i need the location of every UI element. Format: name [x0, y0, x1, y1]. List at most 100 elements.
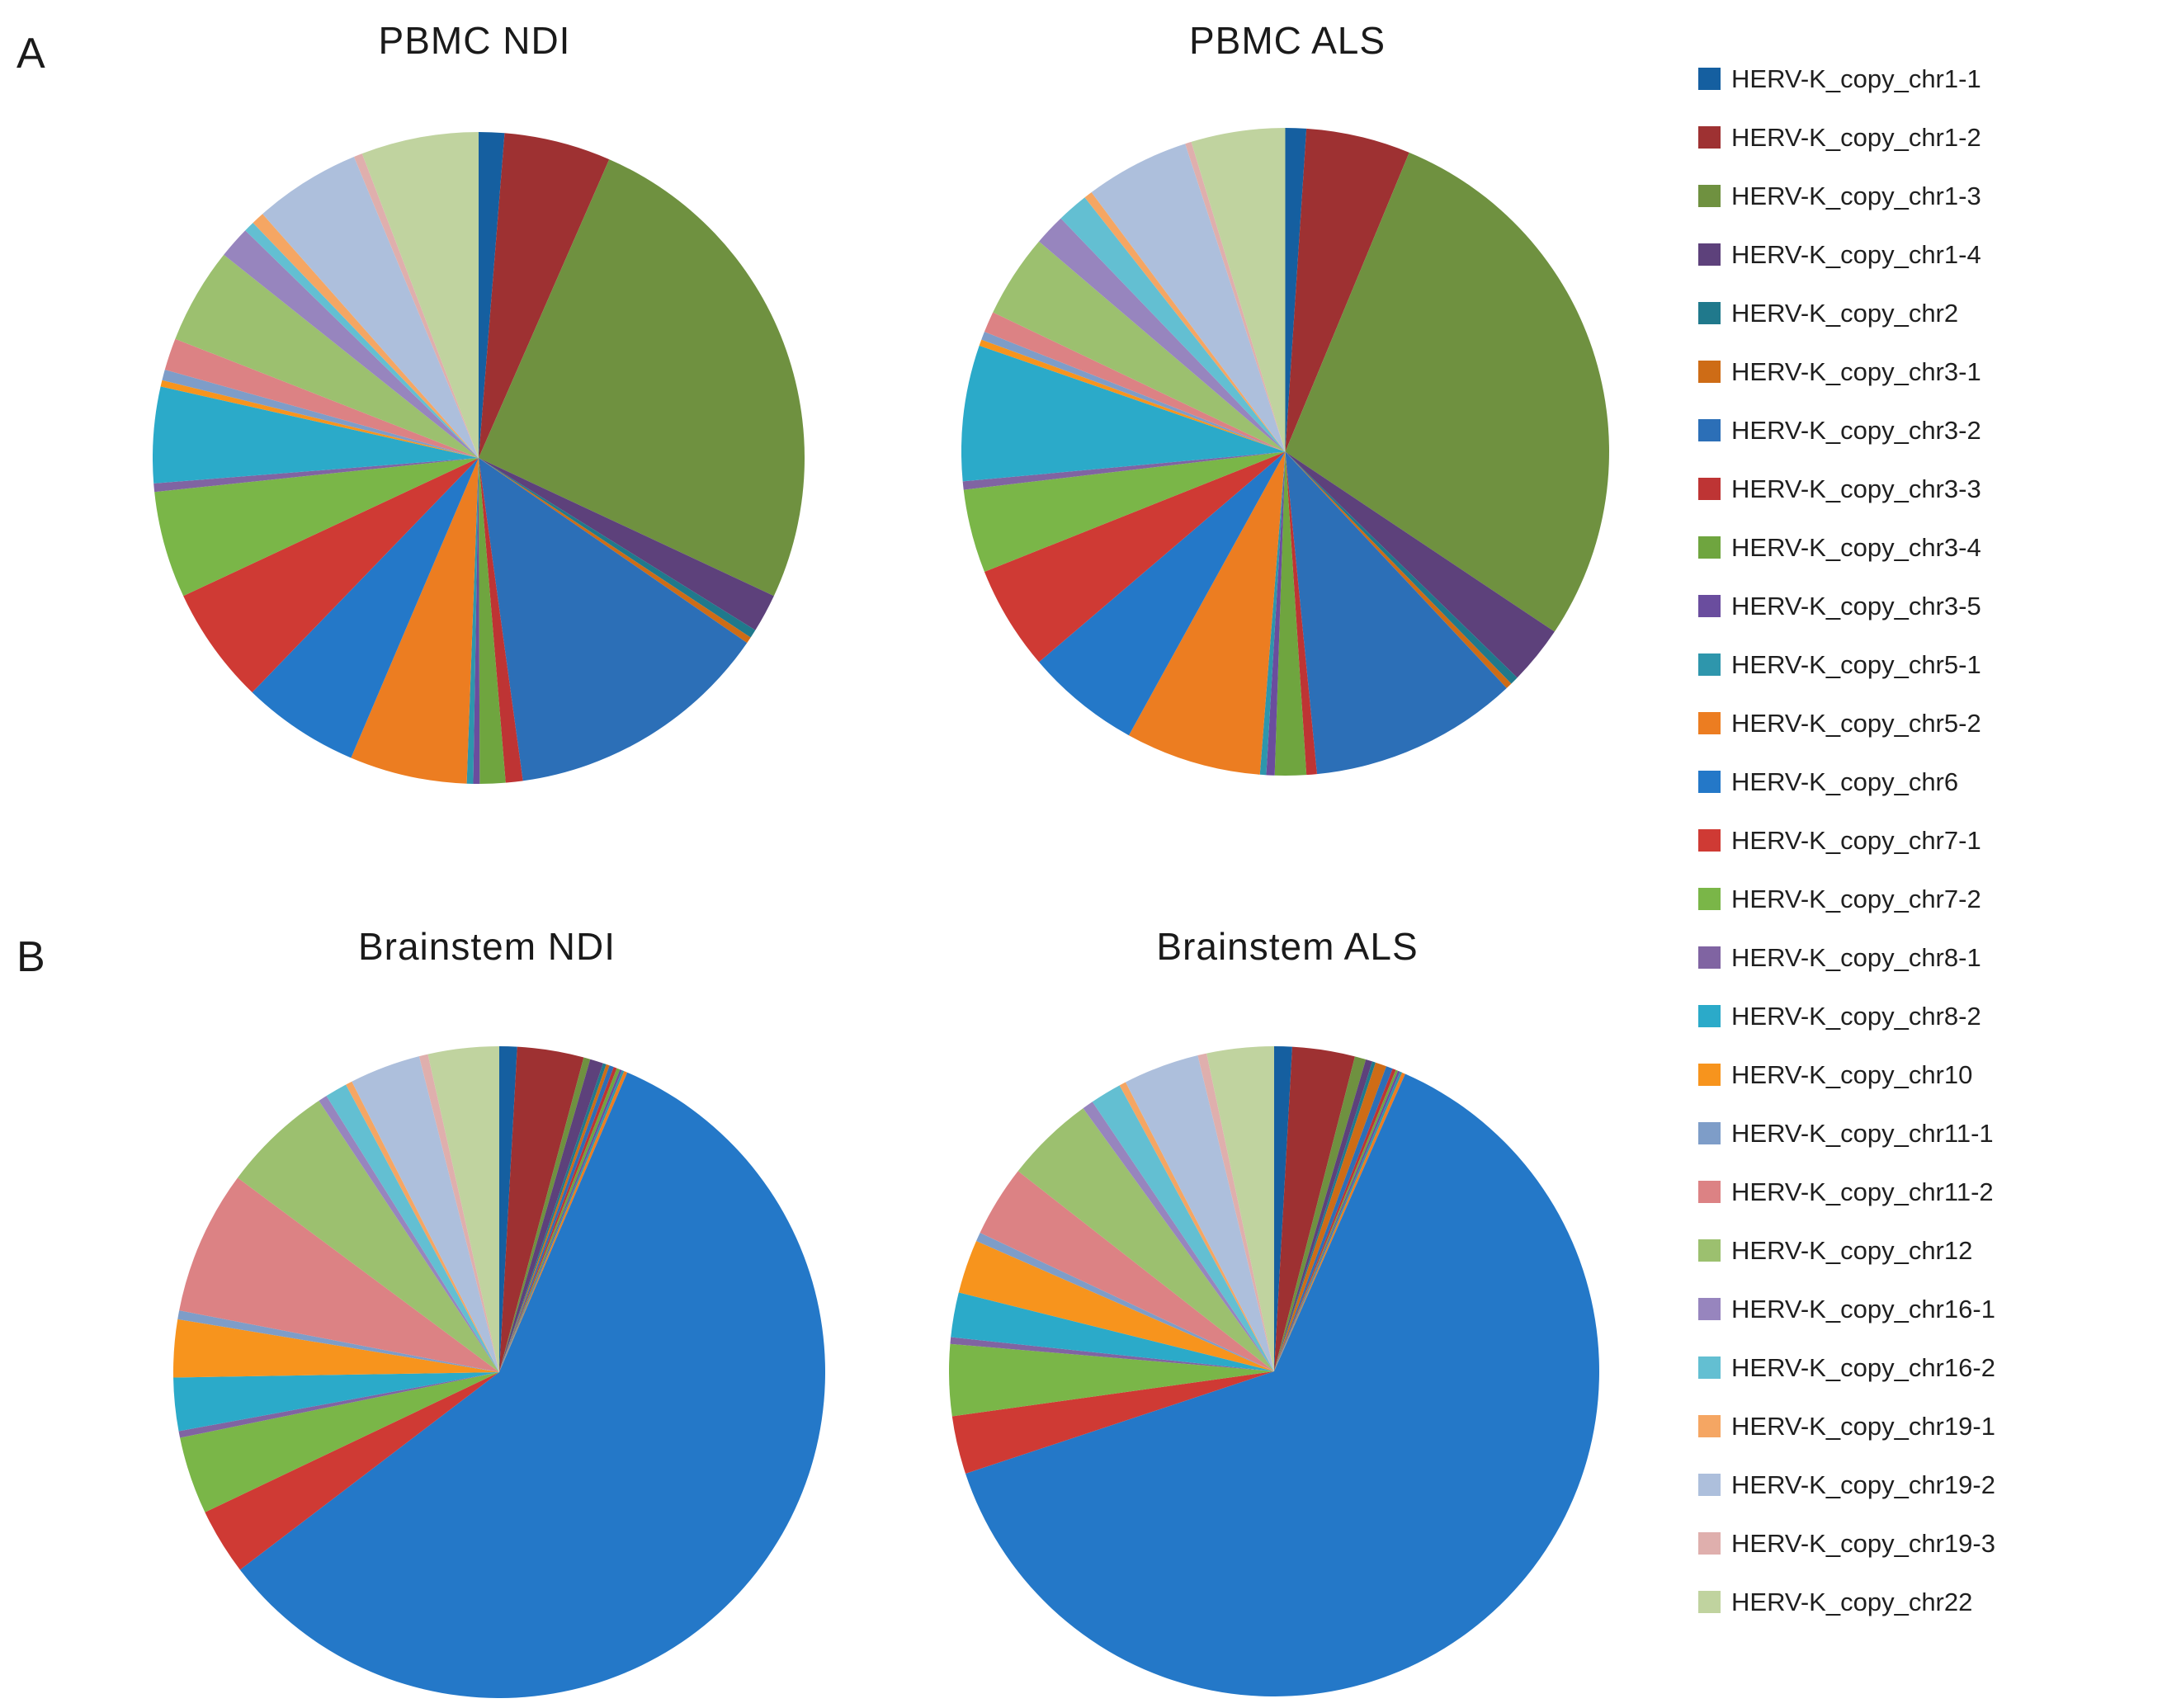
pie-slice-HERV-K_copy_chr5-1: [1259, 451, 1286, 776]
legend-label: HERV-K_copy_chr6: [1731, 767, 1959, 796]
pie-slice-HERV-K_copy_chr19-2: [262, 157, 479, 458]
legend-item: HERV-K_copy_chr1-1: [1698, 50, 1995, 108]
legend-swatch: [1698, 1064, 1721, 1086]
pie-slice-HERV-K_copy_chr12: [993, 241, 1286, 452]
legend-label: HERV-K_copy_chr1-3: [1731, 181, 1981, 210]
pie-slice-HERV-K_copy_chr19-1: [253, 214, 479, 458]
legend-swatch: [1698, 1532, 1721, 1555]
pie-slice-HERV-K_copy_chr7-1: [183, 458, 479, 693]
pie-slice-HERV-K_copy_chr2: [1274, 1061, 1376, 1371]
chart-title-pbmc-als: PBMC ALS: [1188, 19, 1386, 62]
legend-swatch: [1698, 1005, 1721, 1027]
pie-slice-HERV-K_copy_chr3-4: [499, 1068, 621, 1372]
legend-label: HERV-K_copy_chr1-4: [1731, 239, 1981, 269]
pie-slice-HERV-K_copy_chr11-2: [164, 338, 479, 458]
pie-slice-HERV-K_copy_chr3-3: [479, 458, 523, 783]
legend-swatch: [1698, 1591, 1721, 1613]
pie-slice-HERV-K_copy_chr1-3: [1274, 1056, 1367, 1371]
pie-slice-HERV-K_copy_chr16-2: [245, 222, 479, 458]
pie-slice-HERV-K_copy_chr10: [979, 339, 1286, 452]
legend-item: HERV-K_copy_chr16-1: [1698, 1280, 1995, 1338]
legend-swatch: [1698, 1474, 1721, 1496]
pie-slice-HERV-K_copy_chr3-3: [1285, 451, 1317, 776]
legend-label: HERV-K_copy_chr3-1: [1731, 356, 1981, 386]
pie-slice-HERV-K_copy_chr22: [1191, 128, 1286, 452]
legend-swatch: [1698, 68, 1721, 90]
legend-swatch: [1698, 1239, 1721, 1262]
legend-swatch: [1698, 595, 1721, 617]
pie-slice-HERV-K_copy_chr3-4: [1274, 451, 1307, 776]
pie-slice-HERV-K_copy_chr19-1: [1119, 1082, 1274, 1371]
pie-slice-HERV-K_copy_chr5-2: [1274, 1072, 1405, 1371]
pie-slice-HERV-K_copy_chr16-1: [224, 230, 479, 458]
legend-item: HERV-K_copy_chr5-1: [1698, 635, 1995, 694]
legend-item: HERV-K_copy_chr1-4: [1698, 225, 1995, 284]
pie-slice-HERV-K_copy_chr3-3: [499, 1067, 617, 1372]
legend-label: HERV-K_copy_chr3-4: [1731, 532, 1981, 562]
pie-slice-HERV-K_copy_chr1-1: [499, 1046, 517, 1372]
pie-slice-HERV-K_copy_chr3-2: [479, 458, 748, 781]
pie-slice-HERV-K_copy_chr3-5: [473, 458, 480, 784]
pie-slice-HERV-K_copy_chr11-1: [976, 1233, 1274, 1371]
legend-label: HERV-K_copy_chr7-2: [1731, 884, 1981, 913]
legend-label: HERV-K_copy_chr11-2: [1731, 1177, 1994, 1206]
pie-slice-HERV-K_copy_chr1-1: [1285, 128, 1307, 452]
pie-slice-HERV-K_copy_chr22: [1206, 1046, 1274, 1371]
chart-title-pbmc-ndi: PBMC NDI: [378, 19, 571, 62]
pie-slice-HERV-K_copy_chr1-4: [1285, 451, 1555, 678]
legend-swatch: [1698, 536, 1721, 559]
pie-slice-HERV-K_copy_chr6: [239, 1072, 825, 1698]
legend-item: HERV-K_copy_chr3-1: [1698, 342, 1995, 401]
legend-item: HERV-K_copy_chr3-5: [1698, 577, 1995, 635]
pie-slice-HERV-K_copy_chr7-1: [951, 1371, 1274, 1474]
legend-item: HERV-K_copy_chr19-1: [1698, 1397, 1995, 1456]
pie-slice-HERV-K_copy_chr7-2: [180, 1372, 499, 1512]
legend-label: HERV-K_copy_chr3-2: [1731, 415, 1981, 445]
legend-label: HERV-K_copy_chr16-2: [1731, 1352, 1995, 1382]
pie-slice-HERV-K_copy_chr5-2: [351, 458, 479, 784]
legend-swatch: [1698, 126, 1721, 149]
legend-label: HERV-K_copy_chr8-1: [1731, 942, 1981, 972]
pie-slice-HERV-K_copy_chr16-1: [1083, 1102, 1274, 1371]
legend-label: HERV-K_copy_chr8-2: [1731, 1001, 1981, 1031]
legend-swatch: [1698, 1298, 1721, 1320]
legend-label: HERV-K_copy_chr11-1: [1731, 1118, 1994, 1148]
pie-slice-HERV-K_copy_chr3-2: [499, 1065, 614, 1372]
pie-slice-HERV-K_copy_chr1-1: [1274, 1046, 1292, 1371]
legend-label: HERV-K_copy_chr16-1: [1731, 1294, 1995, 1323]
legend-item: HERV-K_copy_chr22: [1698, 1573, 1995, 1631]
legend-item: HERV-K_copy_chr19-3: [1698, 1514, 1995, 1573]
pie-slice-HERV-K_copy_chr1-3: [1285, 152, 1609, 632]
pie-slice-HERV-K_copy_chr11-2: [179, 1177, 499, 1372]
legend-swatch: [1698, 1122, 1721, 1144]
pie-slice-HERV-K_copy_chr5-1: [499, 1070, 625, 1372]
legend-label: HERV-K_copy_chr19-3: [1731, 1528, 1995, 1558]
legend-swatch: [1698, 478, 1721, 500]
pie-slice-HERV-K_copy_chr12: [1017, 1108, 1274, 1371]
pie-slice-HERV-K_copy_chr16-2: [1060, 197, 1286, 452]
pie-slice-HERV-K_copy_chr19-1: [346, 1081, 499, 1372]
pie-slice-HERV-K_copy_chr1-3: [499, 1057, 591, 1372]
legend-swatch: [1698, 653, 1721, 676]
pie-slice-HERV-K_copy_chr7-2: [963, 451, 1286, 572]
pie-slice-HERV-K_copy_chr19-1: [1084, 192, 1286, 452]
pie-slice-HERV-K_copy_chr8-2: [961, 345, 1286, 482]
legend-item: HERV-K_copy_chr6: [1698, 753, 1995, 811]
legend-swatch: [1698, 829, 1721, 852]
pie-slice-HERV-K_copy_chr2: [1285, 451, 1518, 684]
pie-slice-HERV-K_copy_chr16-2: [326, 1084, 499, 1372]
pie-slice-HERV-K_copy_chr12: [237, 1101, 499, 1372]
pie-slice-HERV-K_copy_chr19-3: [353, 153, 479, 458]
pie-slice-HERV-K_copy_chr11-1: [162, 370, 479, 458]
pie-slice-HERV-K_copy_chr1-2: [1285, 128, 1409, 452]
pie-slice-HERV-K_copy_chr8-2: [173, 1372, 500, 1432]
legend-label: HERV-K_copy_chr3-5: [1731, 591, 1981, 620]
legend-swatch: [1698, 888, 1721, 910]
pie-slice-HERV-K_copy_chr1-4: [479, 458, 774, 630]
legend-swatch: [1698, 419, 1721, 441]
pie-slice-HERV-K_copy_chr1-3: [479, 159, 805, 597]
pie-chart-brainstem-ndi: [173, 1046, 825, 1698]
pie-slice-HERV-K_copy_chr11-1: [981, 332, 1286, 452]
pie-slice-HERV-K_copy_chr19-2: [1125, 1055, 1274, 1371]
legend-label: HERV-K_copy_chr1-1: [1731, 64, 1981, 93]
